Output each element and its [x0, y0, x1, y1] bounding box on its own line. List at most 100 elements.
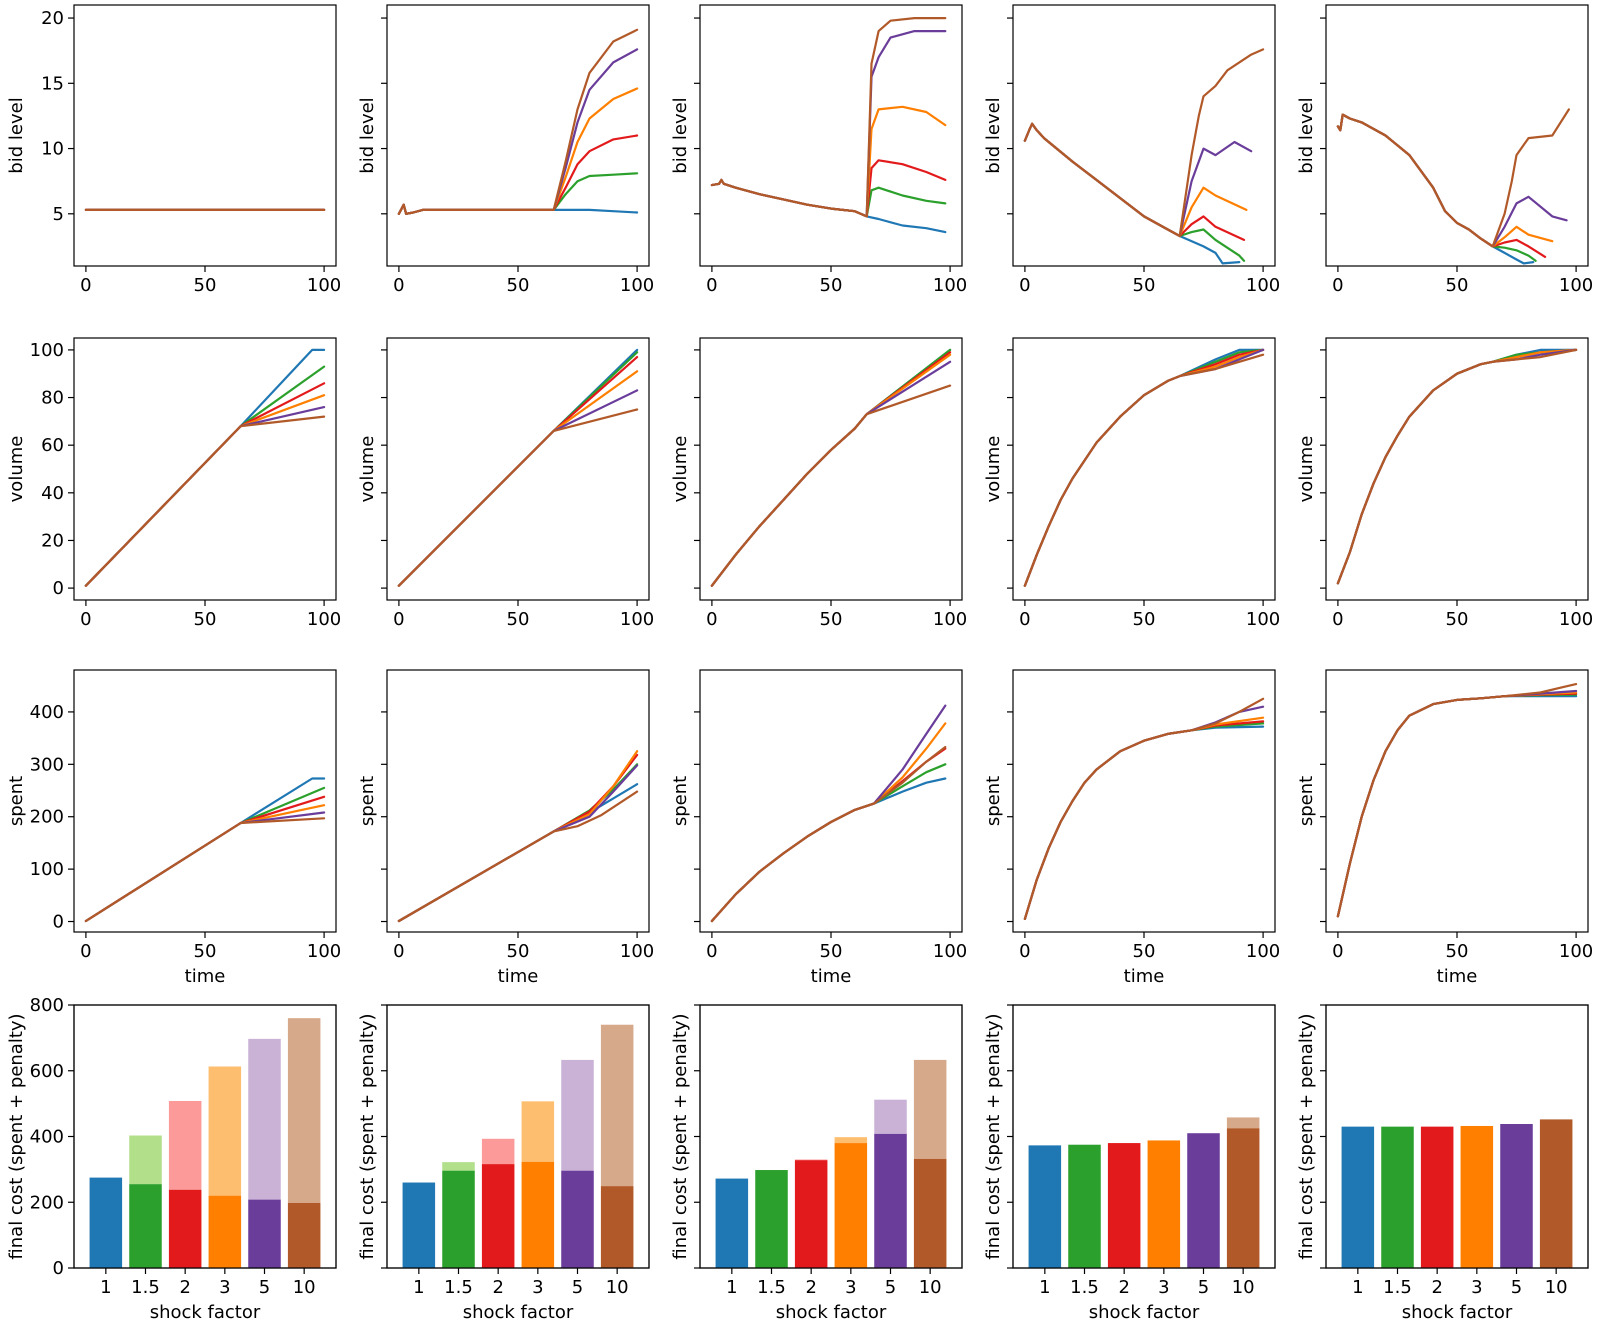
series-line-shock-10: [84, 817, 326, 923]
series-line-shock-1: [1336, 695, 1578, 918]
x-tick-label: 100: [1559, 941, 1593, 962]
spent-bar: [1107, 1143, 1141, 1268]
x-tick-label: 1: [1039, 1277, 1050, 1298]
spent-bar: [521, 1161, 555, 1268]
x-tick-label: 1.5: [1070, 1277, 1099, 1298]
series-line-shock-5: [1336, 689, 1578, 918]
x-tick-label: 1: [100, 1277, 111, 1298]
panel-spent-5: spent 0 50 100 time: [1296, 669, 1593, 987]
y-axis-label: volume: [357, 436, 378, 503]
series-line-shock-5: [1336, 113, 1568, 248]
x-axis-label: shock factor: [1402, 1302, 1513, 1321]
spent-bar: [1539, 1119, 1573, 1268]
axes-frame: [1325, 337, 1589, 601]
penalty-bar: [248, 1038, 281, 1200]
series-line-shock-1-5: [1336, 113, 1537, 262]
x-tick-label: 1.5: [1383, 1277, 1412, 1298]
panel-bid-2: bid level 0 50 100: [357, 4, 654, 296]
y-axis-label: final cost (spent + penalty): [6, 1013, 27, 1259]
y-axis-label: spent: [1296, 776, 1317, 826]
x-tick-label: 0: [706, 609, 717, 630]
panel-bid-5: bid level 0 50 100: [1296, 4, 1593, 296]
series-line-shock-1: [710, 178, 947, 234]
series-line-shock-1-5: [1336, 693, 1578, 918]
spent-bar: [1460, 1125, 1494, 1268]
spent-bar: [1068, 1144, 1101, 1268]
penalty-bar: [287, 1018, 321, 1203]
x-tick-label: 50: [1446, 609, 1469, 630]
x-tick-label: 100: [933, 941, 967, 962]
x-tick-label: 0: [1019, 609, 1030, 630]
x-tick-label: 1.5: [131, 1277, 160, 1298]
x-tick-label: 100: [1246, 275, 1280, 296]
panel-volume-2: volume 0 50 100: [357, 337, 654, 630]
x-tick-label: 50: [194, 941, 217, 962]
series-line-shock-2: [1336, 692, 1578, 918]
y-tick-label: 20: [41, 530, 64, 551]
spent-bar: [442, 1170, 475, 1268]
spent-bar: [1028, 1145, 1062, 1268]
x-tick-label: 2: [1431, 1277, 1442, 1298]
x-tick-label: 100: [620, 941, 654, 962]
series-line-shock-2: [710, 351, 952, 587]
y-tick-label: 80: [41, 388, 64, 409]
spent-bar: [794, 1160, 828, 1268]
x-tick-label: 10: [919, 1277, 942, 1298]
series-line-shock-2: [1336, 113, 1547, 258]
y-axis-label: volume: [1296, 436, 1317, 503]
penalty-bar: [600, 1024, 634, 1187]
series-line-shock-10: [1023, 353, 1265, 587]
x-tick-label: 5: [1511, 1277, 1522, 1298]
spent-bar: [168, 1189, 202, 1268]
panel-bid-4: bid level 0 50 100: [983, 4, 1280, 296]
spent-bar: [600, 1186, 634, 1268]
series-line-shock-3: [397, 370, 639, 587]
series-line-shock-1-5: [710, 178, 947, 218]
series-line-shock-2: [1023, 122, 1246, 241]
x-tick-label: 0: [393, 609, 404, 630]
penalty-bar: [1226, 1117, 1260, 1129]
x-tick-label: 0: [1332, 275, 1343, 296]
penalty-bar: [168, 1100, 202, 1190]
series-line-shock-1-5: [397, 763, 639, 923]
axes-frame-top: [73, 1004, 337, 1269]
x-tick-label: 0: [1332, 609, 1343, 630]
series-line-shock-1-5: [84, 365, 326, 587]
series-line-shock-10: [710, 17, 947, 218]
series-line-shock-1-5: [1023, 348, 1265, 587]
x-axis-label: time: [1437, 966, 1478, 987]
y-axis-label: spent: [983, 776, 1004, 826]
y-tick-label: 15: [41, 73, 64, 94]
x-tick-label: 5: [885, 1277, 896, 1298]
x-tick-label: 10: [1545, 1277, 1568, 1298]
x-tick-label: 0: [1332, 941, 1343, 962]
x-axis-label: shock factor: [1089, 1302, 1200, 1321]
y-axis-label: final cost (spent + penalty): [1296, 1013, 1317, 1259]
y-axis-label: bid level: [357, 97, 378, 173]
series-line-shock-1-5: [397, 172, 639, 215]
series-line-shock-1: [1336, 348, 1578, 585]
spent-bar: [834, 1143, 868, 1268]
penalty-bar: [521, 1101, 555, 1162]
y-tick-label: 200: [30, 1192, 64, 1213]
spent-bar: [1500, 1124, 1533, 1268]
panel-volume-3: volume 0 50 100: [670, 337, 967, 630]
series-line-shock-5: [710, 704, 947, 923]
series-line-shock-2: [84, 795, 326, 923]
penalty-bar: [481, 1138, 515, 1165]
series-line-shock-3: [1023, 348, 1265, 587]
x-tick-label: 50: [507, 275, 530, 296]
x-tick-label: 100: [307, 941, 341, 962]
x-tick-label: 50: [1446, 275, 1469, 296]
series-line-shock-10: [397, 408, 639, 587]
x-tick-label: 50: [820, 609, 843, 630]
penalty-bar: [129, 1135, 162, 1185]
series-line-shock-3: [1336, 348, 1578, 585]
x-tick-label: 100: [933, 275, 967, 296]
series-line-shock-10: [84, 415, 326, 587]
y-tick-label: 0: [53, 912, 64, 933]
penalty-bar: [913, 1059, 947, 1159]
panel-volume-5: volume 0 50 100: [1296, 337, 1593, 630]
x-tick-label: 50: [820, 275, 843, 296]
